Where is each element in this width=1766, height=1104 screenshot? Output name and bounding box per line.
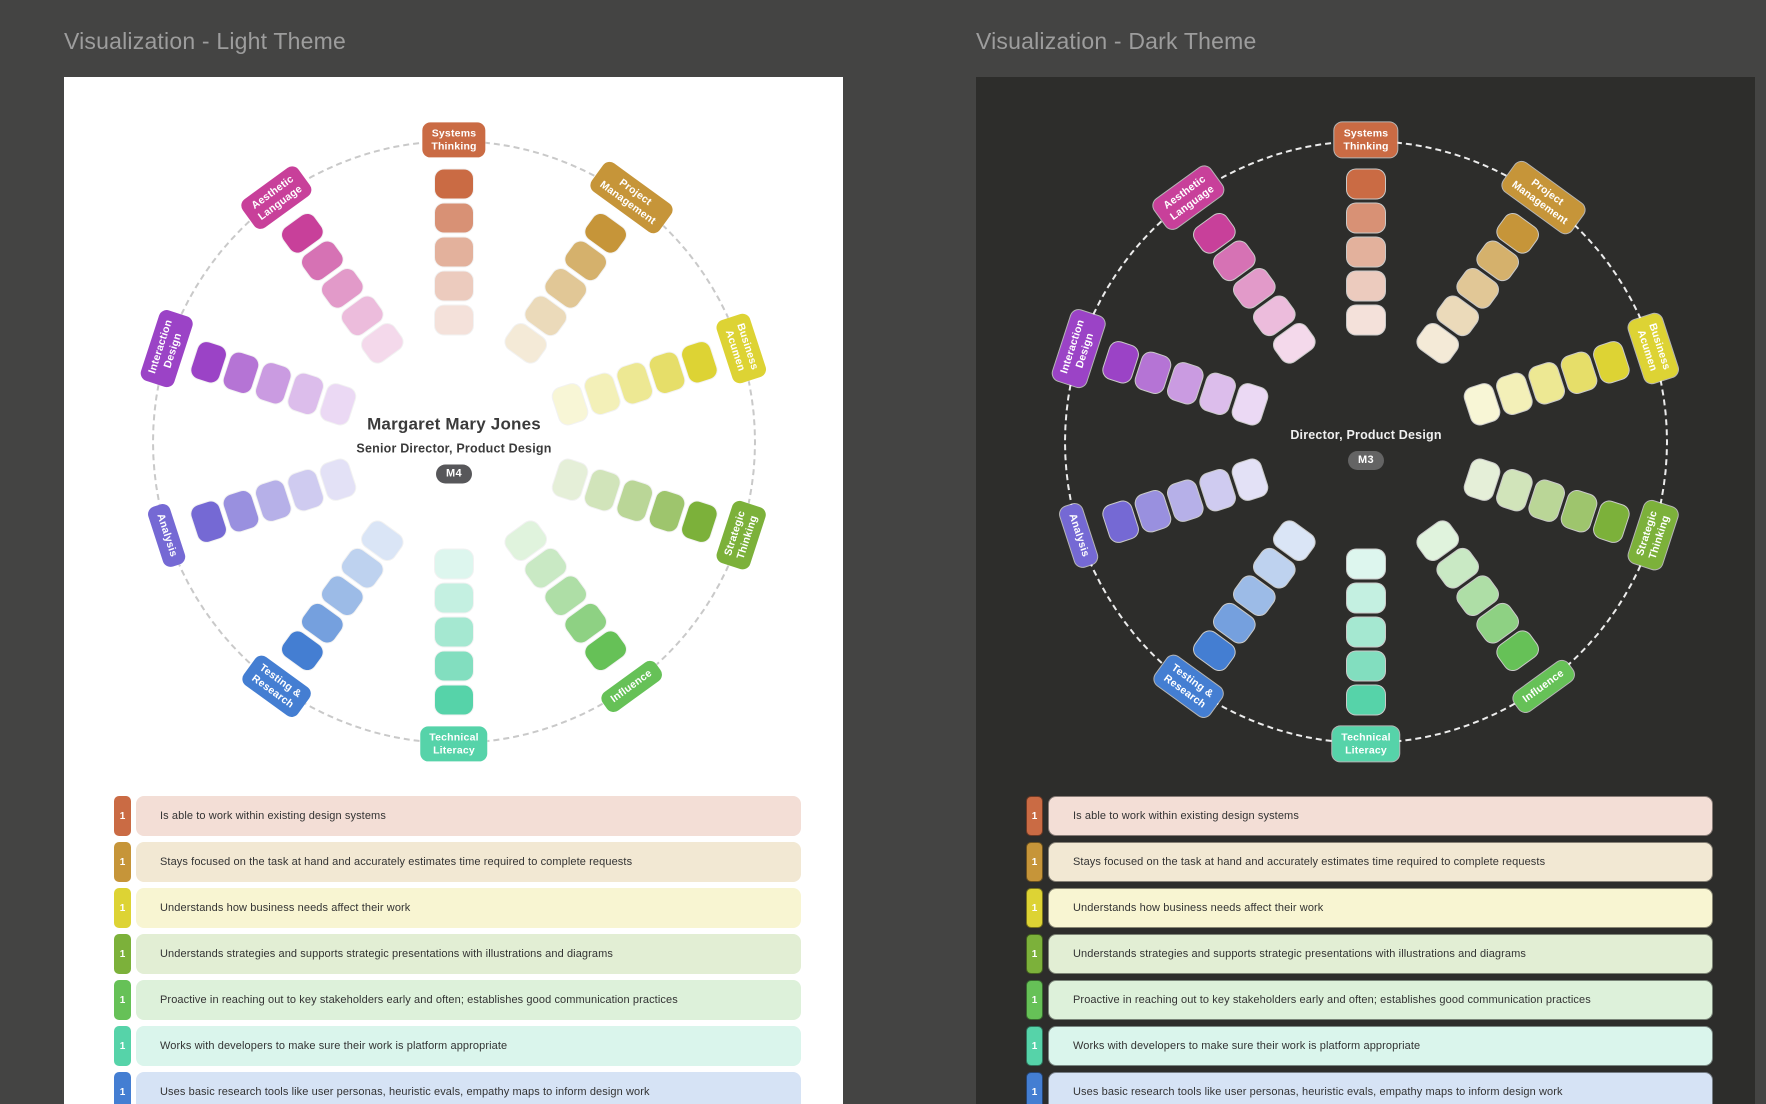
skill-level-number: 1 xyxy=(1026,842,1043,882)
skill-level-block xyxy=(435,651,473,681)
level-badge: M3 xyxy=(1347,451,1385,470)
skill-level-block xyxy=(1347,583,1385,613)
skill-level-block xyxy=(435,549,473,579)
skill-level-number: 1 xyxy=(114,980,131,1020)
skill-level-number: 1 xyxy=(114,888,131,928)
skill-level-block xyxy=(435,583,473,613)
skill-row: 1 Stays focused on the task at hand and a… xyxy=(1026,842,1713,882)
skill-level-block xyxy=(1347,203,1385,233)
skills-list: 1 Is able to work within existing design … xyxy=(114,796,801,1104)
skill-level-block xyxy=(1347,305,1385,335)
skill-description-bar: Is able to work within existing design s… xyxy=(136,796,801,836)
skill-row: 1 Is able to work within existing design … xyxy=(1026,796,1713,836)
skill-level-block xyxy=(435,237,473,267)
level-badge: M4 xyxy=(435,464,473,484)
skill-level-number: 1 xyxy=(114,796,131,836)
skill-description-bar: Uses basic research tools like user pers… xyxy=(1048,1072,1713,1104)
skill-level-block xyxy=(435,305,473,335)
skill-level-number: 1 xyxy=(1026,1072,1043,1104)
skills-list: 1 Is able to work within existing design … xyxy=(1026,796,1713,1104)
skill-description-bar: Stays focused on the task at hand and ac… xyxy=(1048,842,1713,882)
skill-level-number: 1 xyxy=(1026,980,1043,1020)
skill-description-bar: Understands how business needs affect th… xyxy=(136,888,801,928)
skill-level-block xyxy=(435,169,473,199)
artboard-dark-theme: Systems Thinking Project Management Busine… xyxy=(976,77,1755,1104)
skill-row: 1 Understands strategies and supports str… xyxy=(114,934,801,974)
skill-row: 1 Is able to work within existing design … xyxy=(114,796,801,836)
artboard-title-dark: Visualization - Dark Theme xyxy=(976,28,1257,54)
skill-level-block xyxy=(1347,237,1385,267)
skill-description-bar: Works with developers to make sure their… xyxy=(136,1026,801,1066)
skill-description-bar: Stays focused on the task at hand and ac… xyxy=(136,842,801,882)
skill-description-bar: Understands strategies and supports stra… xyxy=(136,934,801,974)
wheel-center: Director, Product Design M3 xyxy=(1226,428,1506,470)
skill-description-bar: Understands how business needs affect th… xyxy=(1048,888,1713,928)
skill-row: 1 Uses basic research tools like user per… xyxy=(1026,1072,1713,1104)
skill-level-block xyxy=(1347,169,1385,199)
skill-description-bar: Proactive in reaching out to key stakeho… xyxy=(136,980,801,1020)
skill-row: 1 Works with developers to make sure thei… xyxy=(114,1026,801,1066)
skill-row: 1 Understands how business needs affect t… xyxy=(114,888,801,928)
skill-level-block xyxy=(435,685,473,715)
spoke-label: Technical Literacy xyxy=(420,726,488,762)
skill-row: 1 Uses basic research tools like user per… xyxy=(114,1072,801,1104)
spoke-label: Systems Thinking xyxy=(422,122,486,158)
skill-level-block xyxy=(435,271,473,301)
skill-level-number: 1 xyxy=(114,934,131,974)
skill-description-bar: Understands strategies and supports stra… xyxy=(1048,934,1713,974)
skill-level-number: 1 xyxy=(114,1026,131,1066)
person-role: Senior Director, Product Design xyxy=(356,441,552,456)
skill-row: 1 Understands how business needs affect t… xyxy=(1026,888,1713,928)
skill-level-number: 1 xyxy=(1026,888,1043,928)
spoke-label: Systems Thinking xyxy=(1334,122,1398,158)
skill-row: 1 Proactive in reaching out to key stakeh… xyxy=(114,980,801,1020)
skill-level-number: 1 xyxy=(1026,934,1043,974)
skill-level-block xyxy=(435,203,473,233)
skill-level-block xyxy=(1347,271,1385,301)
wheel-center: Margaret Mary Jones Senior Director, Pro… xyxy=(314,415,594,484)
skill-description-bar: Works with developers to make sure their… xyxy=(1048,1026,1713,1066)
skill-level-block xyxy=(1347,651,1385,681)
spoke-label: Technical Literacy xyxy=(1332,726,1400,762)
person-role: Director, Product Design xyxy=(1290,428,1442,442)
skill-level-number: 1 xyxy=(114,842,131,882)
skill-level-block xyxy=(1347,685,1385,715)
skill-row: 1 Works with developers to make sure thei… xyxy=(1026,1026,1713,1066)
skill-level-block xyxy=(1347,617,1385,647)
skill-level-number: 1 xyxy=(114,1072,131,1104)
wheel: Systems Thinking Project Management Busine… xyxy=(976,77,1755,1104)
skill-level-block xyxy=(1347,549,1385,579)
artboard-title-light: Visualization - Light Theme xyxy=(64,28,346,54)
skill-row: 1 Understands strategies and supports str… xyxy=(1026,934,1713,974)
skill-description-bar: Uses basic research tools like user pers… xyxy=(136,1072,801,1104)
skill-row: 1 Stays focused on the task at hand and a… xyxy=(114,842,801,882)
skill-description-bar: Proactive in reaching out to key stakeho… xyxy=(1048,980,1713,1020)
artboard-light-theme: Systems Thinking Project Management Busine… xyxy=(64,77,843,1104)
skill-description-bar: Is able to work within existing design s… xyxy=(1048,796,1713,836)
skill-level-number: 1 xyxy=(1026,796,1043,836)
skill-row: 1 Proactive in reaching out to key stakeh… xyxy=(1026,980,1713,1020)
skill-level-number: 1 xyxy=(1026,1026,1043,1066)
wheel: Systems Thinking Project Management Busine… xyxy=(64,77,843,1104)
skill-level-block xyxy=(435,617,473,647)
person-name: Margaret Mary Jones xyxy=(367,414,541,434)
